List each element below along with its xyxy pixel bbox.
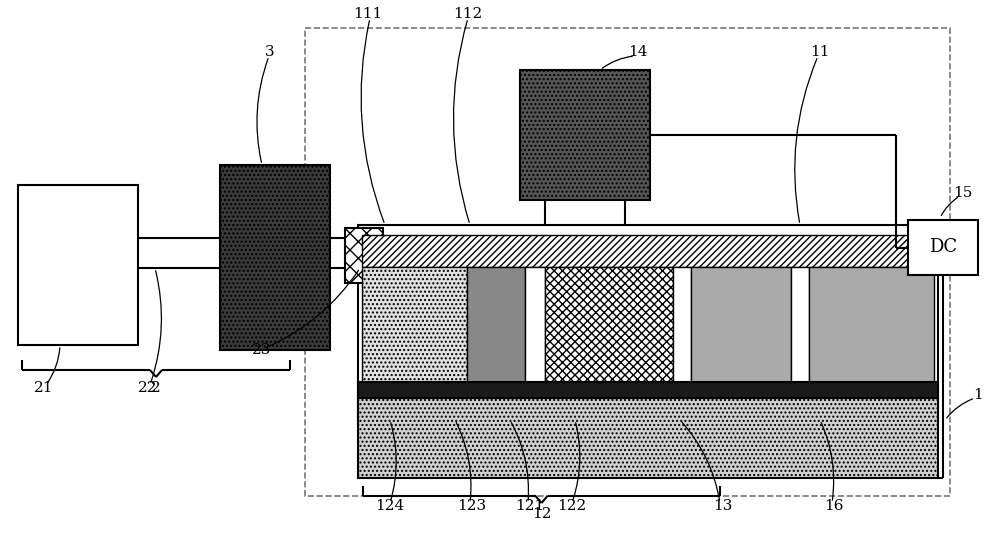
Text: 1: 1: [973, 388, 983, 402]
Bar: [467, 267, 525, 382]
Bar: [525, 267, 545, 382]
Bar: [305, 28, 950, 496]
Text: 3: 3: [265, 45, 275, 59]
Bar: [305, 28, 950, 496]
Text: 21: 21: [34, 381, 54, 395]
Bar: [220, 165, 330, 350]
Bar: [358, 382, 938, 398]
Text: 112: 112: [453, 7, 483, 21]
Text: 13: 13: [713, 499, 733, 513]
Text: 122: 122: [557, 499, 587, 513]
Bar: [908, 220, 978, 275]
Text: 16: 16: [824, 499, 844, 513]
Bar: [673, 267, 691, 382]
Text: 11: 11: [810, 45, 830, 59]
Text: 14: 14: [628, 45, 648, 59]
Bar: [345, 228, 383, 283]
Text: 23: 23: [252, 343, 272, 357]
Bar: [520, 70, 650, 200]
Bar: [791, 267, 809, 382]
Text: 22: 22: [138, 381, 158, 395]
Text: 15: 15: [953, 186, 973, 200]
Bar: [358, 398, 938, 478]
Bar: [18, 185, 138, 345]
Text: 124: 124: [375, 499, 405, 513]
Text: 123: 123: [457, 499, 487, 513]
Bar: [545, 267, 673, 382]
Bar: [691, 267, 791, 382]
Bar: [809, 267, 934, 382]
Text: 12: 12: [532, 507, 551, 521]
Bar: [362, 267, 467, 382]
Text: 121: 121: [515, 499, 545, 513]
Text: 2: 2: [151, 381, 161, 395]
Bar: [358, 225, 938, 420]
Text: 111: 111: [353, 7, 383, 21]
Bar: [362, 235, 934, 267]
Text: DC: DC: [929, 238, 957, 257]
